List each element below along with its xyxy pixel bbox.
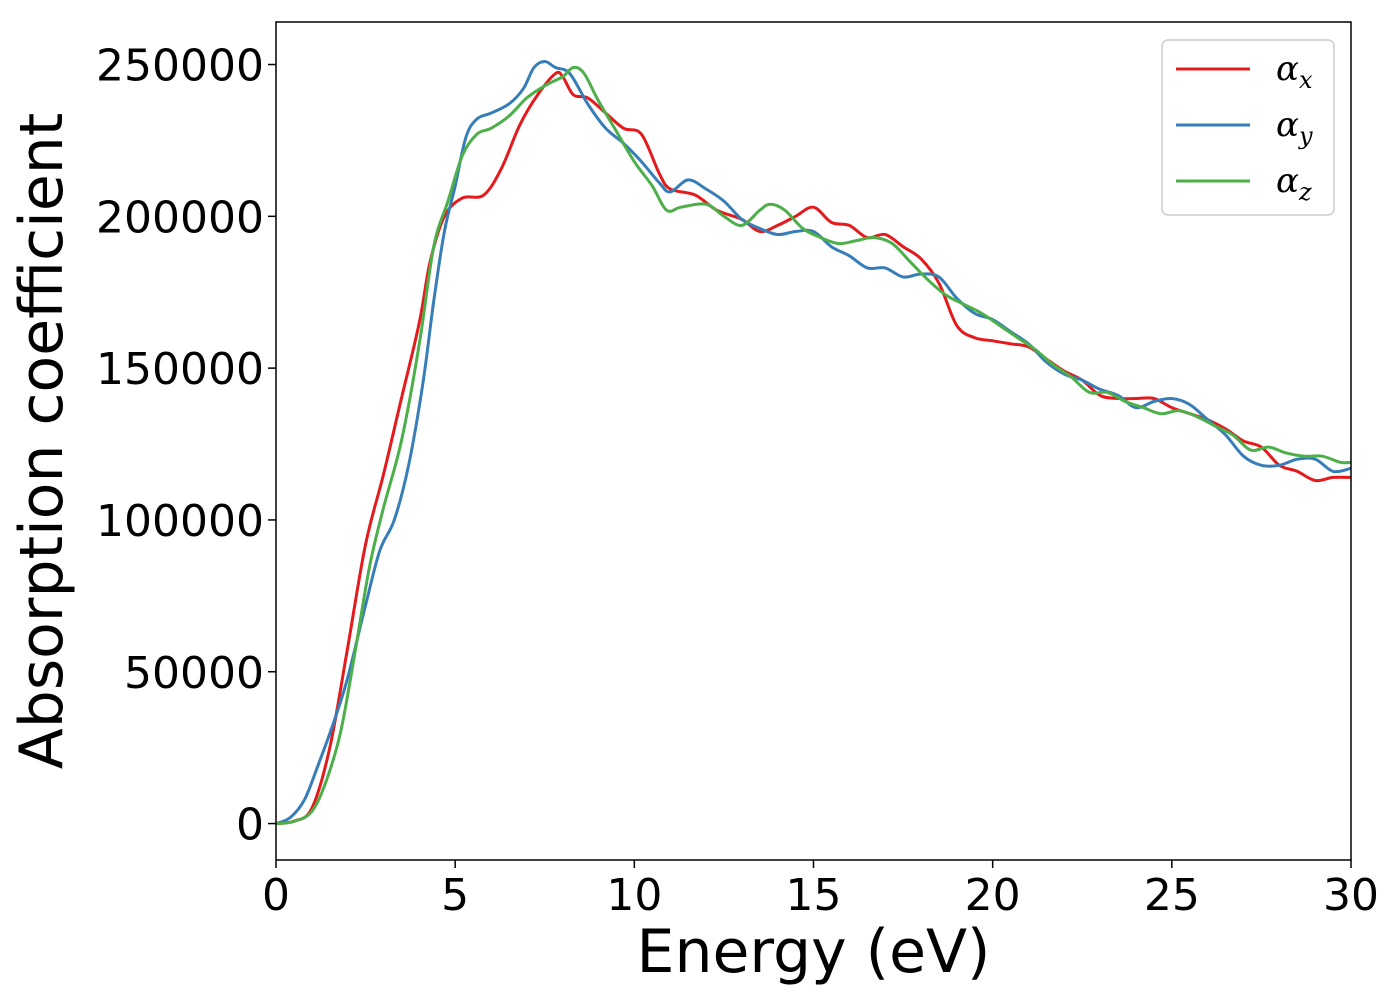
legend-label-y: αy: [1276, 105, 1313, 150]
legend-symbol: α: [1276, 105, 1299, 145]
x-tick-label: 5: [441, 870, 469, 921]
y-tick-label: 150000: [96, 344, 264, 395]
x-tick-label: 10: [606, 870, 662, 921]
y-tick-label: 250000: [96, 41, 264, 92]
legend-subscript: z: [1298, 178, 1312, 206]
legend-subscript: x: [1299, 66, 1313, 94]
x-tick-label: 25: [1144, 870, 1200, 921]
legend-label-x: αx: [1276, 49, 1313, 94]
legend-subscript: y: [1298, 122, 1313, 150]
legend-symbol: α: [1276, 49, 1299, 89]
x-tick-label: 0: [262, 870, 290, 921]
x-tick-label: 20: [965, 870, 1021, 921]
legend-label-z: αz: [1276, 161, 1312, 206]
y-tick-label: 200000: [96, 192, 264, 243]
legend-symbol: α: [1276, 161, 1299, 201]
x-axis-title: Energy (eV): [637, 917, 991, 987]
y-tick-label: 0: [236, 800, 264, 851]
x-axis-ticks: 0 5 10 15 20 25 30: [262, 860, 1379, 921]
series-line-y: [275, 60, 1352, 826]
y-axis-title: Absorption coefficient: [7, 113, 77, 770]
legend-box: [1161, 39, 1335, 216]
x-tick-label: 30: [1323, 870, 1379, 921]
x-tick-label: 15: [786, 870, 842, 921]
y-axis-ticks: 0 50000 100000 150000 200000 250000: [96, 41, 276, 851]
y-tick-label: 50000: [124, 648, 264, 699]
series-layer: [275, 60, 1352, 826]
series-line-z: [275, 65, 1352, 826]
y-tick-label: 100000: [96, 496, 264, 547]
